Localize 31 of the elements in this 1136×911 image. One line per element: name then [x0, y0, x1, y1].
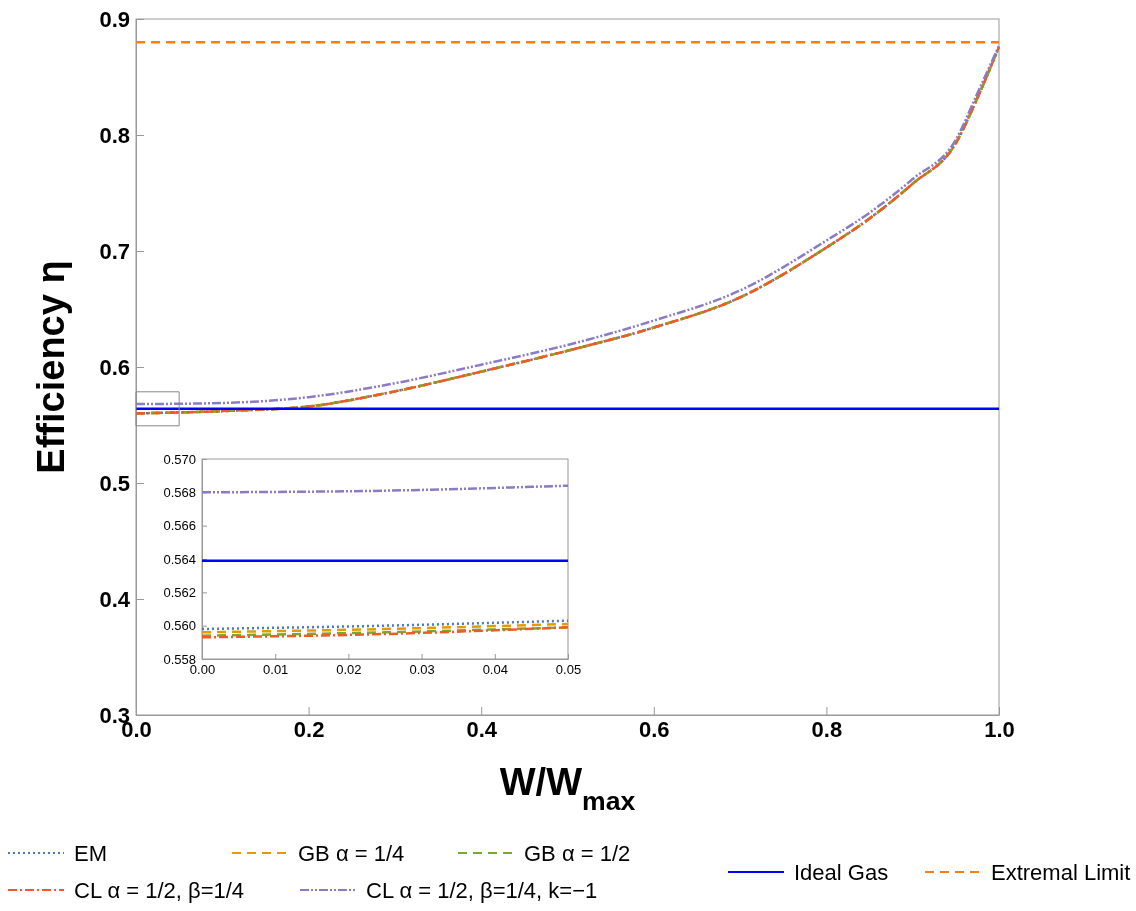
x-tick-label: 0.03: [409, 662, 435, 678]
x-tick-label: 0.4: [466, 716, 498, 742]
x-tick-label: 0.02: [336, 662, 362, 678]
x-tick-label: 1.0: [984, 716, 1015, 742]
y-tick-label: 0.5: [99, 470, 130, 496]
x-tick-label: 0.05: [555, 662, 582, 678]
legend-label: CL α = 1/2, β=1/4: [74, 878, 245, 903]
x-axis-title: W/W$_{max}$: [499, 761, 636, 816]
x-tick-label: 0.04: [482, 662, 508, 678]
y-tick-label: 0.7: [99, 238, 130, 264]
x-tick-label: 0.8: [811, 716, 843, 742]
legend-label: GB α = 1/4: [298, 841, 405, 866]
legend-label: EM: [74, 841, 107, 866]
x-tick-label: 0.01: [263, 662, 289, 678]
y-tick-label: 0.6: [99, 354, 130, 380]
y-tick-label: 0.560: [163, 618, 196, 634]
y-tick-label: 0.562: [163, 584, 196, 600]
x-tick-label: 0.6: [639, 716, 670, 742]
legend-label: Ideal Gas: [794, 860, 889, 885]
y-tick-label: 0.9: [99, 6, 130, 32]
y-tick-label: 0.8: [99, 122, 130, 148]
y-tick-label: 0.566: [163, 518, 196, 534]
y-tick-label: 0.570: [163, 451, 196, 467]
legend-label: CL α = 1/2, β=1/4, k=−1: [366, 878, 598, 903]
legend-label: GB α = 1/2: [524, 841, 631, 866]
y-tick-label: 0.4: [99, 586, 131, 612]
legend-label: Extremal Limit: [991, 860, 1131, 885]
y-tick-label: 0.564: [163, 551, 196, 567]
y-axis-title: Efficiency η: [30, 260, 72, 474]
x-tick-label: 0.2: [293, 716, 325, 742]
y-tick-label: 0.568: [163, 484, 196, 500]
